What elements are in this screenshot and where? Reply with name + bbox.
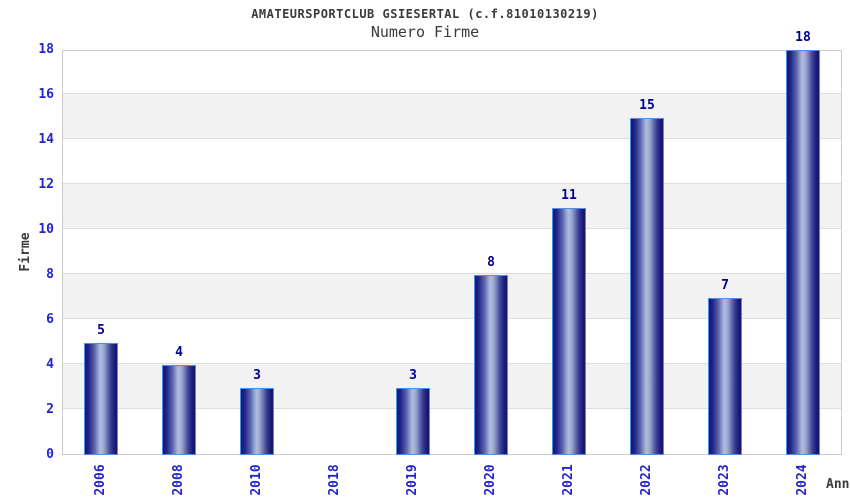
chart-title: AMATEURSPORTCLUB GSIESERTAL (c.f.8101013… (251, 7, 599, 21)
y-tick-label: 8 (46, 267, 54, 282)
y-tick-label: 14 (38, 132, 54, 147)
bar-value-label: 11 (561, 187, 577, 203)
bar-value-label: 18 (795, 30, 811, 45)
y-tick-label: 6 (46, 312, 54, 327)
x-tick-label: 2008 (171, 464, 186, 496)
y-tick-label: 16 (38, 87, 54, 102)
gridline (63, 408, 841, 409)
gridline (63, 138, 841, 139)
y-tick-label: 0 (46, 447, 54, 462)
bar-2020 (474, 275, 508, 455)
plot-band (63, 94, 841, 139)
y-tick-label: 2 (46, 402, 54, 417)
bar-2008 (162, 365, 196, 455)
x-tick-label: 2019 (405, 464, 420, 496)
gridline (63, 228, 841, 229)
x-tick-label: 2023 (717, 464, 732, 496)
y-tick-label: 4 (46, 357, 54, 372)
gridline (63, 363, 841, 364)
x-tick-label: 2010 (249, 464, 264, 496)
y-tick-label: 12 (38, 177, 54, 192)
gridline (63, 183, 841, 184)
plot-band (63, 184, 841, 229)
gridline (63, 318, 841, 319)
x-tick-label: 2006 (93, 464, 108, 496)
bar-value-label: 5 (97, 322, 105, 338)
chart-subtitle: Numero Firme (370, 23, 480, 41)
bar-2024 (786, 50, 820, 455)
gridline (63, 93, 841, 94)
x-tick-label: 2018 (327, 464, 342, 496)
x-tick-label: 2024 (795, 464, 810, 496)
x-tick-label: 2021 (561, 464, 576, 496)
bar-value-label: 8 (487, 255, 495, 270)
x-tick-label: 2020 (483, 464, 498, 496)
bar-value-label: 7 (721, 277, 729, 293)
x-axis-title: Anno (826, 477, 850, 492)
x-tick-label: 2022 (639, 464, 654, 496)
bar-value-label: 4 (175, 345, 183, 360)
bar-2022 (630, 117, 664, 455)
y-tick-label: 10 (38, 222, 54, 237)
bar-2006 (84, 342, 118, 455)
bar-value-label: 3 (253, 367, 261, 383)
bar-2010 (240, 387, 274, 455)
gridline (63, 273, 841, 274)
bar-2021 (552, 207, 586, 455)
bar-2019 (396, 387, 430, 455)
bar-value-label: 15 (639, 97, 655, 113)
bar-value-label: 3 (409, 367, 417, 383)
bar-2023 (708, 297, 742, 455)
y-tick-label: 18 (38, 42, 54, 57)
